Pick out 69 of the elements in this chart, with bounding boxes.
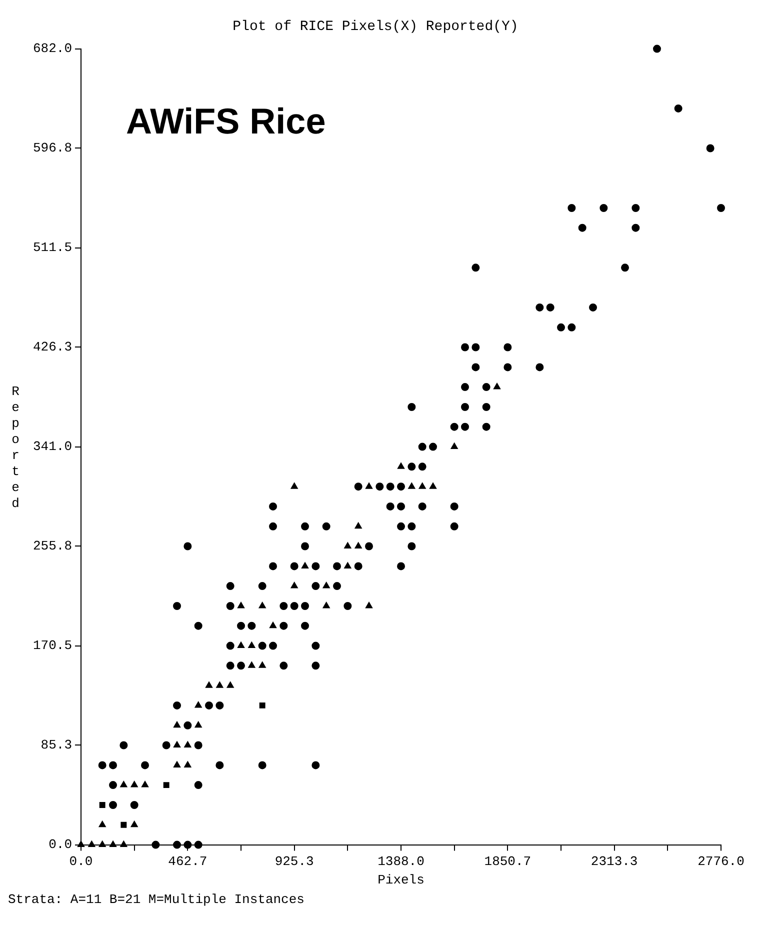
point [248, 662, 256, 668]
chart-title: Plot of RICE Pixels(X) Reported(Y) [232, 19, 518, 36]
point [397, 462, 405, 469]
point [429, 482, 437, 489]
point [290, 582, 298, 588]
y-tick-label: 682.0 [32, 41, 72, 56]
point [354, 522, 362, 529]
point [344, 562, 352, 568]
x-tick-label: 1388.0 [378, 854, 424, 870]
point [120, 822, 127, 828]
point [98, 820, 106, 828]
point [365, 482, 373, 489]
y-tick-label: 426.3 [32, 340, 72, 355]
point [493, 383, 501, 390]
point [418, 482, 426, 489]
point [130, 781, 138, 788]
y-tick-label: 511.5 [32, 240, 72, 256]
point [237, 602, 245, 608]
point [322, 582, 330, 588]
point [216, 682, 224, 688]
point [354, 542, 362, 548]
x-tick-label: 0.0 [69, 854, 93, 870]
y-tick-label: 0.0 [48, 837, 72, 852]
point [88, 840, 96, 848]
x-tick-label: 462.7 [168, 854, 208, 870]
x-tick-label: 1850.7 [484, 854, 532, 870]
y-tick-label: 596.8 [32, 140, 72, 156]
point [237, 642, 245, 648]
point [205, 682, 213, 688]
point [173, 761, 181, 768]
y-tick-label: 85.3 [40, 738, 72, 753]
point [120, 840, 128, 848]
y-tick-label: 170.5 [32, 638, 72, 654]
point [344, 542, 352, 548]
point [141, 781, 149, 788]
point [184, 741, 192, 748]
point [258, 602, 266, 608]
point [130, 820, 138, 828]
point [269, 622, 277, 628]
y-axis-title: Reported [8, 384, 24, 512]
point [301, 562, 309, 568]
x-axis-title: Pixels [378, 872, 424, 888]
point [365, 602, 373, 608]
point [163, 782, 170, 788]
x-tick-label: 2313.3 [590, 854, 638, 870]
y-tick-label: 341.0 [32, 439, 72, 454]
point [120, 781, 128, 788]
point [194, 721, 202, 728]
point [98, 840, 106, 848]
y-tick-label: 255.8 [32, 538, 72, 554]
point [109, 840, 117, 848]
point [290, 482, 298, 489]
point [173, 741, 181, 748]
x-tick-label: 2776.0 [698, 854, 744, 870]
text: Strata: A=11 B=21 M=Multiple Instances [8, 892, 306, 907]
point [184, 761, 192, 768]
point [259, 702, 266, 708]
point [77, 840, 85, 848]
point [194, 701, 202, 708]
point [226, 682, 234, 688]
point [322, 602, 330, 608]
point [408, 482, 416, 489]
point [450, 442, 458, 450]
x-tick-label: 925.3 [274, 854, 314, 870]
point [99, 802, 106, 808]
point [258, 662, 266, 668]
point [173, 721, 181, 728]
annotation: AWiFS Rice [126, 100, 326, 142]
point [248, 642, 256, 648]
